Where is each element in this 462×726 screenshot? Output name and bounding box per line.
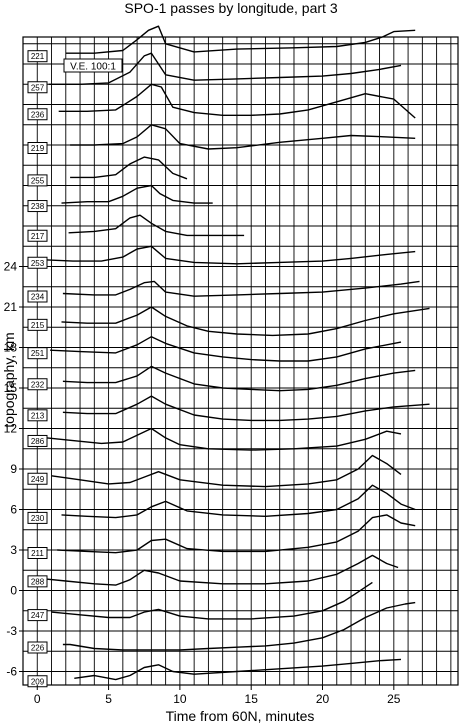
series-line [40, 554, 399, 586]
series-line [68, 214, 245, 237]
plot-frame [22, 36, 459, 686]
pass-label: 257 [31, 83, 45, 92]
series-line [57, 514, 416, 554]
pass-label-box [27, 409, 48, 422]
pass-label-box [27, 142, 48, 154]
y-tick-label: 6 [10, 503, 17, 517]
pass-label-box [27, 347, 48, 360]
pass-label-box [27, 378, 48, 391]
pass-label-box [27, 641, 48, 654]
pass-label-box [27, 229, 48, 242]
y-tick-label: 15 [4, 381, 18, 395]
series-line [65, 25, 416, 54]
series-line [48, 52, 402, 85]
pass-label-box [27, 318, 48, 331]
pass-label-box [27, 290, 48, 303]
series-line [44, 245, 416, 265]
pass-label-box [27, 174, 48, 187]
y-axis-label: topography, km [1, 332, 17, 427]
x-axis-ticks: 0 5 10 15 20 25 [34, 685, 401, 706]
pass-label: 236 [31, 110, 45, 119]
pass-label: 247 [31, 611, 45, 620]
x-tick-label: 10 [173, 692, 187, 706]
pass-label: 288 [31, 577, 45, 586]
series-line [58, 83, 416, 119]
y-tick-label: 0 [10, 584, 17, 598]
pass-label: 226 [31, 644, 45, 653]
pass-label-box [27, 575, 48, 588]
series-line [62, 395, 430, 422]
pass-label: 234 [31, 293, 45, 302]
y-tick-label: 24 [4, 260, 18, 274]
pass-label: 230 [31, 514, 45, 523]
pass-label: 286 [31, 437, 45, 446]
x-tick-label: 5 [105, 692, 112, 706]
series-line [62, 280, 420, 297]
series-lines [40, 25, 430, 681]
pass-label-box [27, 256, 48, 269]
series-line [50, 336, 402, 362]
y-tick-label: 9 [10, 462, 17, 476]
series-line [70, 124, 416, 150]
series-line [47, 427, 402, 451]
pass-label-box [27, 547, 48, 559]
series-line [62, 365, 416, 392]
series-line [61, 484, 416, 519]
x-tick-label: 20 [316, 692, 330, 706]
y-tick-label: 21 [4, 300, 18, 314]
y-tick-label: -6 [6, 665, 17, 679]
pass-label: 219 [31, 144, 45, 153]
ve-annotation: V.E. 100:1 [63, 58, 123, 73]
pass-label-box [27, 200, 48, 213]
pass-label: 211 [31, 549, 44, 558]
annotation-box [63, 58, 123, 73]
pass-label-box [27, 472, 48, 485]
pass-label-box [27, 50, 48, 63]
y-tick-label: -3 [6, 624, 17, 638]
y-axis-ticks: -6 -3 0 3 6 9 12 15 18 21 24 [4, 260, 23, 679]
pass-label: 213 [31, 411, 45, 420]
pass-label-box [27, 511, 48, 524]
series-labels: 221 257 236 219 255 238 217 253 234 215 251 232 213 2… [27, 50, 48, 688]
series-line [61, 306, 430, 337]
annotation-text: V.E. 100:1 [70, 62, 116, 73]
series-line [70, 156, 188, 180]
pass-label: 209 [31, 677, 45, 686]
pass-label: 253 [31, 259, 45, 268]
series-line [51, 454, 402, 488]
pass-label: 232 [31, 380, 45, 389]
y-tick-label: 12 [4, 422, 18, 436]
x-tick-label: 15 [245, 692, 259, 706]
series-line [62, 601, 416, 651]
pass-label-box [27, 609, 48, 622]
pass-label: 217 [31, 232, 45, 241]
pass-label: 221 [31, 52, 45, 61]
pass-label: 238 [31, 202, 45, 211]
pass-label: 251 [31, 349, 45, 358]
pass-label-box [27, 434, 48, 447]
plot-area: 221 257 236 219 255 238 217 253 234 215 251 232 213 2… [22, 25, 459, 688]
y-tick-label: 18 [4, 341, 18, 355]
pass-label-box [27, 81, 48, 94]
pass-label: 215 [31, 321, 45, 330]
x-tick-label: 0 [34, 692, 41, 706]
chart-title: SPO-1 passes by longitude, part 3 [124, 0, 337, 16]
series-line [61, 184, 213, 204]
pass-label-box [27, 108, 48, 121]
x-axis-label: Time from 60N, minutes [166, 708, 315, 724]
x-tick-label: 25 [387, 692, 401, 706]
series-line [74, 658, 402, 681]
y-tick-label: 3 [10, 543, 17, 557]
pass-label: 255 [31, 176, 45, 185]
pass-label: 249 [31, 475, 45, 484]
series-line [51, 581, 373, 620]
